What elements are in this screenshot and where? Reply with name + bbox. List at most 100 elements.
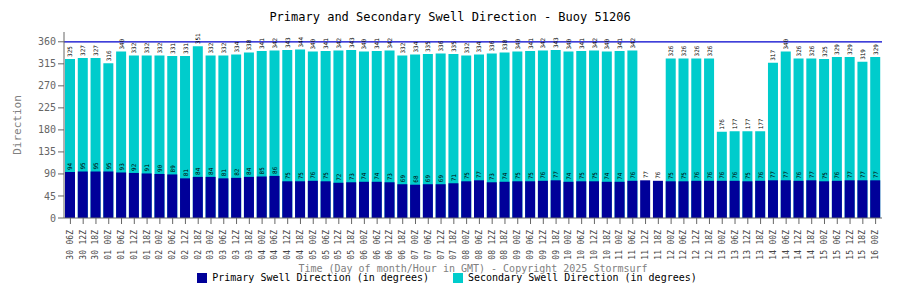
svg-text:73: 73 [386,173,393,181]
svg-text:76: 76 [718,171,725,179]
svg-text:73: 73 [488,173,495,181]
svg-text:332: 332 [399,42,406,53]
svg-text:76: 76 [693,171,700,179]
svg-text:10: 10 [603,250,612,260]
svg-text:07: 07 [411,250,420,260]
svg-text:326: 326 [808,45,815,56]
svg-text:06Z: 06Z [219,230,228,245]
svg-text:77: 77 [552,171,559,179]
svg-text:00Z: 00Z [155,230,164,245]
svg-text:90: 90 [156,164,163,172]
svg-text:315: 315 [38,58,56,69]
svg-text:09: 09 [539,250,548,260]
svg-text:342: 342 [271,37,278,48]
svg-text:225: 225 [38,102,56,113]
svg-text:06Z: 06Z [679,230,688,245]
svg-text:326: 326 [667,45,674,56]
svg-text:02: 02 [155,250,164,260]
svg-text:351: 351 [194,33,201,44]
svg-text:06Z: 06Z [526,230,535,245]
svg-text:336: 336 [437,40,444,51]
svg-text:08: 08 [488,250,497,260]
svg-text:12Z: 12Z [334,230,343,245]
svg-text:341: 341 [527,38,534,49]
svg-text:00Z: 00Z [206,230,215,245]
svg-text:270: 270 [38,80,56,91]
svg-text:08: 08 [462,250,471,260]
svg-text:00Z: 00Z [871,230,880,245]
svg-text:75: 75 [284,172,291,180]
svg-text:341: 341 [322,38,329,49]
svg-text:18Z: 18Z [449,230,458,245]
svg-text:06Z: 06Z [168,230,177,245]
svg-text:18Z: 18Z [143,230,152,245]
svg-text:76: 76 [833,171,840,179]
svg-text:00Z: 00Z [309,230,318,245]
svg-text:90: 90 [44,168,56,179]
svg-text:180: 180 [38,124,56,135]
svg-text:84: 84 [194,167,201,175]
svg-text:14: 14 [769,250,778,260]
svg-text:18Z: 18Z [552,230,561,245]
svg-text:135: 135 [38,146,56,157]
svg-text:176: 176 [718,119,725,130]
svg-text:01: 01 [117,250,126,260]
svg-text:06Z: 06Z [424,230,433,245]
svg-text:332: 332 [130,42,137,53]
svg-text:332: 332 [463,42,470,53]
svg-text:316: 316 [105,50,112,61]
svg-text:340: 340 [118,38,125,49]
svg-text:72: 72 [335,173,342,181]
svg-text:12: 12 [679,250,688,260]
svg-text:338: 338 [245,39,252,50]
svg-text:343: 343 [552,37,559,48]
svg-text:18Z: 18Z [603,230,612,245]
svg-text:15: 15 [846,250,855,260]
svg-text:18Z: 18Z [858,230,867,245]
svg-text:77: 77 [642,171,649,179]
svg-text:00Z: 00Z [360,230,369,245]
svg-text:75: 75 [591,172,598,180]
svg-text:04: 04 [296,250,305,260]
svg-text:74: 74 [565,172,572,180]
svg-text:342: 342 [591,37,598,48]
svg-text:00Z: 00Z [513,230,522,245]
svg-text:342: 342 [386,37,393,48]
svg-text:15: 15 [833,250,842,260]
svg-text:77: 77 [872,171,879,179]
svg-text:30: 30 [91,250,100,260]
svg-text:18Z: 18Z [245,230,254,245]
svg-text:06: 06 [360,250,369,260]
svg-text:01: 01 [104,250,113,260]
svg-text:74: 74 [603,172,610,180]
svg-text:14: 14 [794,250,803,260]
svg-text:Time (Day of month/Hour in GMT: Time (Day of month/Hour in GMT) - Copyri… [298,263,647,274]
svg-text:77: 77 [476,171,483,179]
svg-text:09: 09 [552,250,561,260]
svg-text:13: 13 [756,250,765,260]
svg-text:12Z: 12Z [794,230,803,245]
svg-text:06Z: 06Z [475,230,484,245]
svg-text:68: 68 [412,175,419,183]
svg-text:76: 76 [706,171,713,179]
svg-text:09: 09 [513,250,522,260]
svg-text:360: 360 [38,36,56,47]
svg-text:73: 73 [348,173,355,181]
svg-text:340: 340 [782,38,789,49]
svg-text:317: 317 [769,50,776,61]
svg-text:74: 74 [616,172,623,180]
svg-text:30: 30 [66,250,75,260]
svg-text:76: 76 [309,171,316,179]
svg-text:326: 326 [693,45,700,56]
svg-text:69: 69 [437,175,444,183]
svg-text:18Z: 18Z [654,230,663,245]
svg-text:77: 77 [846,171,853,179]
svg-text:341: 341 [578,38,585,49]
svg-text:15: 15 [858,250,867,260]
svg-text:344: 344 [297,36,304,47]
svg-text:06Z: 06Z [782,230,791,245]
svg-text:334: 334 [233,41,240,52]
svg-text:12Z: 12Z [539,230,548,245]
svg-text:05: 05 [322,250,331,260]
svg-text:332: 332 [156,42,163,53]
